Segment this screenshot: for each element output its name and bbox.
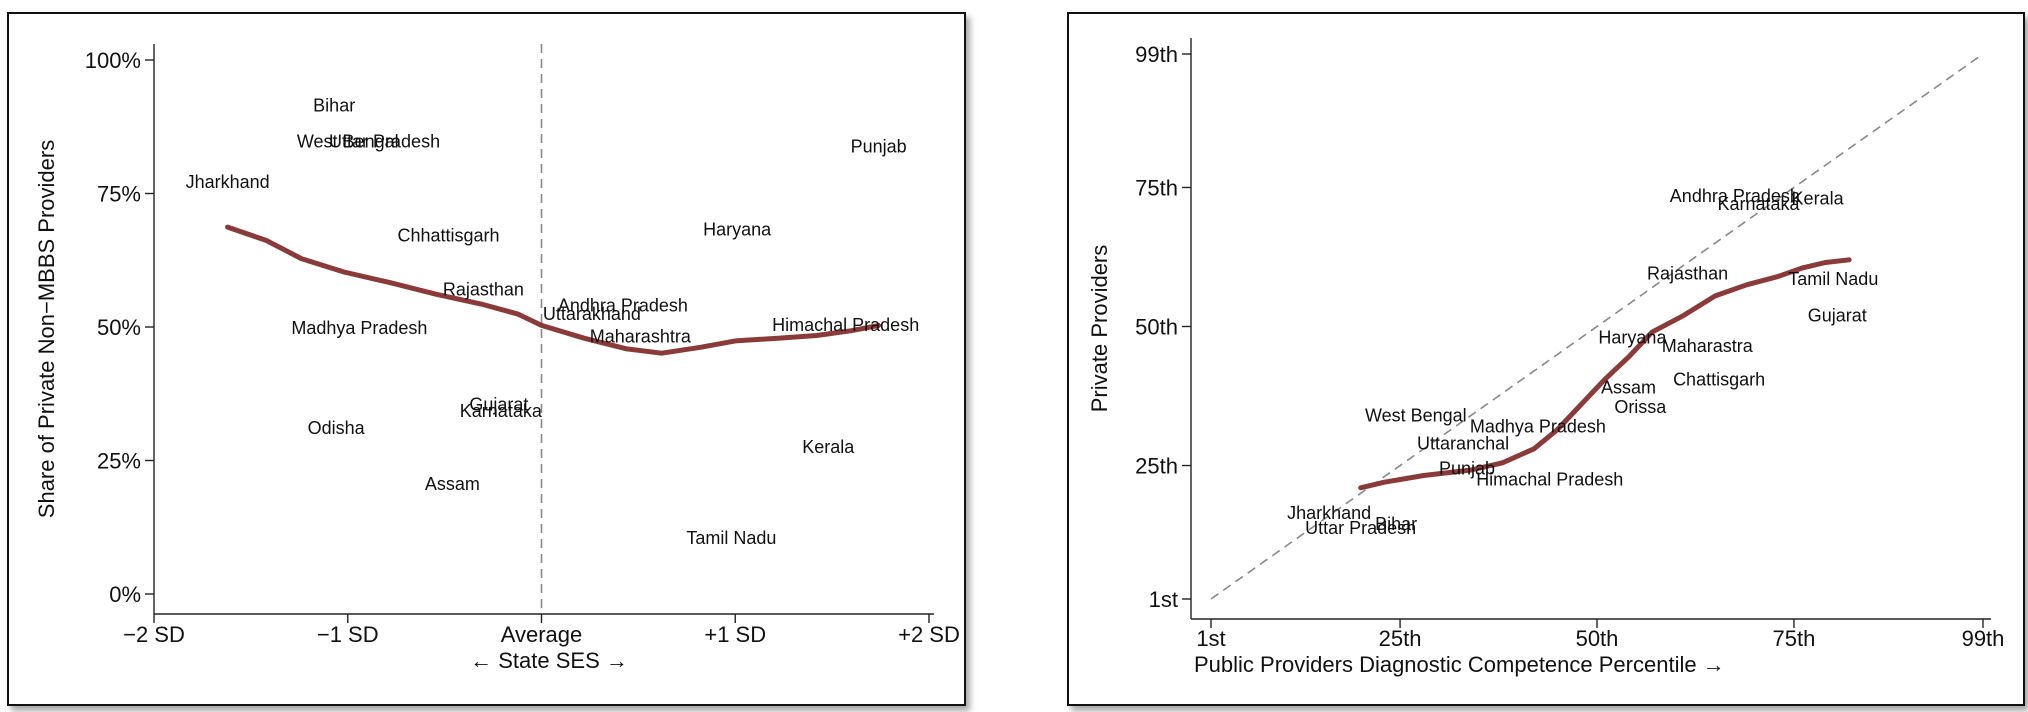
- point-label-jharkhand: Jharkhand: [1287, 503, 1371, 523]
- y-axis-title: Share of Private Non−MBBS Providers: [34, 140, 59, 518]
- y-tick-label: 75%: [97, 182, 141, 207]
- point-label-odisha: Odisha: [308, 418, 366, 438]
- y-tick-label: 1st: [1149, 587, 1178, 612]
- point-label-uttarakhand: Uttarakhand: [543, 304, 641, 324]
- point-label-chhattisgarh: Chhattisgarh: [397, 226, 499, 246]
- y-tick-label: 50th: [1135, 315, 1178, 340]
- point-label-maharastra: Maharastra: [1662, 336, 1754, 356]
- x-tick-label: 99th: [1962, 626, 2005, 651]
- point-label-rajasthan: Rajasthan: [1647, 264, 1728, 284]
- point-label-andhra-pradesh: Andhra Pradesh: [558, 296, 688, 316]
- x-tick-label: −1 SD: [317, 622, 379, 647]
- point-label-himachal-pradesh: Himachal Pradesh: [1476, 469, 1623, 489]
- point-label-madhya-pradesh: Madhya Pradesh: [1470, 417, 1606, 437]
- point-label-gujarat: Gujarat: [469, 394, 528, 414]
- point-label-assam: Assam: [425, 474, 480, 494]
- point-label-punjab: Punjab: [851, 137, 907, 157]
- point-label-maharashtra: Maharashtra: [590, 327, 692, 347]
- point-label-punjab: Punjab: [1439, 458, 1495, 478]
- point-label-orissa: Orissa: [1614, 397, 1667, 417]
- y-tick-label: 0%: [109, 582, 141, 607]
- point-label-tamil-nadu: Tamil Nadu: [686, 528, 776, 548]
- point-label-tamil-nadu: Tamil Nadu: [1788, 269, 1878, 289]
- x-tick-label: 1st: [1196, 626, 1225, 651]
- point-label-chattisgarh: Chattisgarh: [1673, 369, 1765, 389]
- x-tick-label: 75th: [1773, 626, 1816, 651]
- trend-line: [1358, 257, 1852, 491]
- y-tick-label: 100%: [85, 48, 141, 73]
- point-label-jharkhand: Jharkhand: [186, 172, 270, 192]
- point-label-himachal-pradesh: Himachal Pradesh: [772, 315, 919, 335]
- point-label-haryana: Haryana: [703, 219, 772, 239]
- x-tick-label: 50th: [1576, 626, 1619, 651]
- x-tick-label: 25th: [1379, 626, 1422, 651]
- x-axis-title: Public Providers Diagnostic Competence P…: [1194, 652, 1725, 677]
- point-label-madhya-pradesh: Madhya Pradesh: [291, 318, 427, 338]
- point-label-karnataka: Karnataka: [460, 401, 543, 421]
- y-tick-label: 25%: [97, 449, 141, 474]
- point-label-kerala: Kerala: [1792, 189, 1845, 209]
- point-label-karnataka: Karnataka: [1717, 194, 1800, 214]
- left-scatter-chart: 0% 25% 50% 75% 100% −2 SD −1 SD Average +1 SD +2 …: [34, 44, 960, 673]
- trend-line: [225, 224, 882, 356]
- reference-line-diagonal: [1210, 53, 1984, 600]
- point-label-uttar-pradesh: Uttar Pradesh: [1305, 518, 1416, 538]
- point-label-gujarat: Gujarat: [1808, 305, 1867, 325]
- point-label-uttaranchal: Uttaranchal: [1417, 433, 1509, 453]
- point-label-west-bengal: West Bengal: [297, 132, 399, 152]
- y-tick-label: 25th: [1135, 454, 1178, 479]
- point-label-west-bengal: West Bengal: [1365, 405, 1467, 425]
- y-tick-label: 99th: [1135, 42, 1178, 67]
- point-label-uttar-pradesh: Uttar Pradesh: [329, 132, 440, 152]
- point-label-rajasthan: Rajasthan: [443, 280, 524, 300]
- y-axis-title: Private Providers: [1087, 245, 1112, 413]
- point-label-bihar: Bihar: [1375, 514, 1417, 534]
- x-tick-label: −2 SD: [123, 622, 185, 647]
- point-label-haryana: Haryana: [1598, 328, 1667, 348]
- x-tick-label: +2 SD: [898, 622, 960, 647]
- left-chart-panel: 0% 25% 50% 75% 100% −2 SD −1 SD Average +1 SD +2 …: [7, 12, 966, 706]
- x-tick-label: +1 SD: [704, 622, 766, 647]
- y-tick-label: 50%: [97, 315, 141, 340]
- point-label-andhra-pradesh: Andhra Pradesh: [1670, 186, 1800, 206]
- x-axis-title: ← State SES →: [470, 648, 628, 673]
- right-scatter-chart: 1st 25th 50th 75th 99th 1st 25th 50th 75th 99th Pu…: [1087, 38, 2005, 677]
- point-label-bihar: Bihar: [313, 95, 355, 115]
- x-tick-label: Average: [501, 622, 583, 647]
- point-label-assam: Assam: [1601, 378, 1656, 398]
- right-chart-panel: 1st 25th 50th 75th 99th 1st 25th 50th 75th 99th Pu…: [1067, 12, 2025, 706]
- y-tick-label: 75th: [1135, 175, 1178, 200]
- point-label-kerala: Kerala: [802, 437, 855, 457]
